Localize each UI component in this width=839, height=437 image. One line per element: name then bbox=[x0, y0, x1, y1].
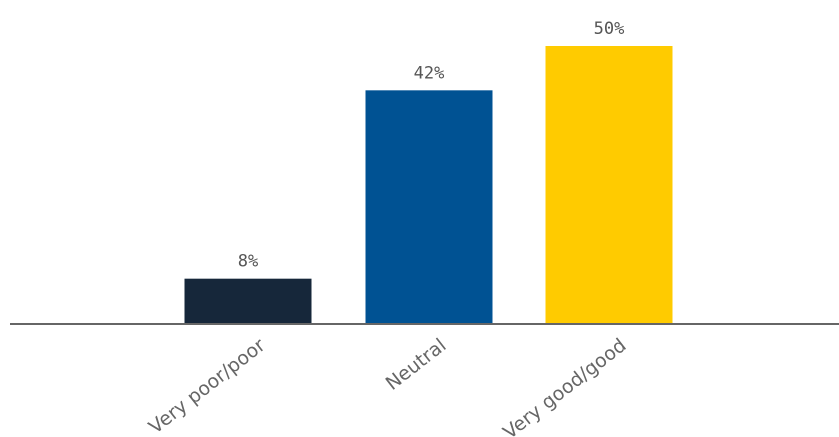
value-label-2: 42% bbox=[414, 63, 445, 83]
bar-3 bbox=[545, 46, 673, 323]
bar-1 bbox=[184, 278, 312, 323]
value-label-1: 8% bbox=[238, 252, 258, 272]
value-labels-group: 8% 42% 50% bbox=[238, 19, 625, 272]
bar-2 bbox=[365, 90, 493, 323]
category-label-3: Very good/good bbox=[499, 334, 630, 437]
bars-group bbox=[184, 46, 673, 323]
category-label-2: Neutral bbox=[382, 334, 451, 395]
category-labels-group: Very poor/poor Neutral Very good/good bbox=[145, 334, 631, 437]
value-label-3: 50% bbox=[594, 19, 625, 39]
category-label-1: Very poor/poor bbox=[145, 334, 270, 437]
